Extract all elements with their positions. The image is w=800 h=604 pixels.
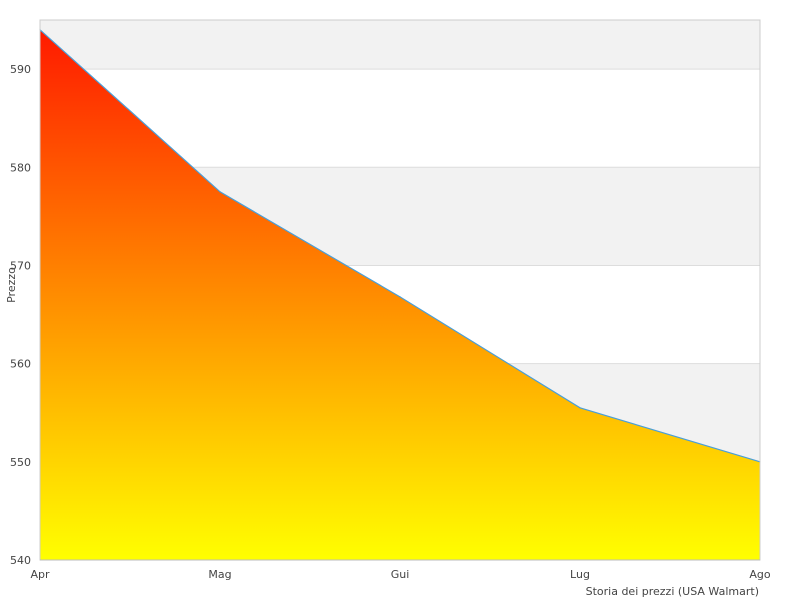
x-tick-label: Lug — [570, 568, 590, 581]
grid-band — [40, 20, 760, 70]
chart-caption: Storia dei prezzi (USA Walmart) — [586, 585, 759, 598]
x-tick-label: Ago — [749, 568, 771, 581]
y-tick-label: 580 — [10, 161, 31, 174]
price-area-fill — [40, 29, 760, 561]
y-tick-label: 560 — [10, 358, 31, 371]
y-tick-label: 590 — [10, 63, 31, 76]
y-axis-label: Prezzo — [5, 267, 18, 303]
data-point-lug — [579, 407, 581, 409]
y-tick-label: 540 — [10, 554, 31, 567]
data-point-gui — [399, 296, 401, 298]
data-point-mag — [219, 191, 221, 193]
y-tick-label: 570 — [10, 259, 31, 272]
x-tick-label: Mag — [208, 568, 231, 581]
x-tick-label: Apr — [30, 568, 50, 581]
x-tick-label: Gui — [391, 568, 410, 581]
y-tick-label: 550 — [10, 456, 31, 469]
